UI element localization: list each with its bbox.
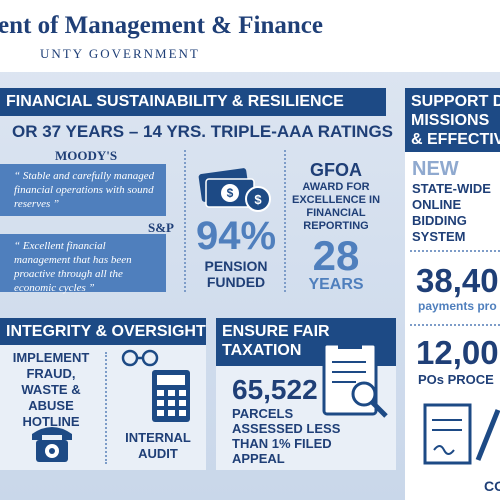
divider — [184, 150, 186, 292]
divider — [410, 250, 500, 252]
document-icon — [423, 403, 500, 465]
section-subtitle: OR 37 YEARS – 14 YRS. TRIPLE-AAA RATINGS — [12, 122, 394, 141]
pos-label: POs PROCE — [418, 372, 494, 387]
audit-text: INTERNAL AUDIT — [125, 430, 191, 461]
section-banner: FINANCIAL SUSTAINABILITY & RESILIENCE — [0, 88, 386, 116]
pension-label: PENSION FUNDED — [204, 258, 268, 290]
pos-value: 12,00 — [416, 334, 499, 371]
gfoa-text: AWARD FOR EXCELLENCE IN FINANCIAL REPORT… — [292, 181, 381, 232]
quote-source: MOODY'S — [55, 148, 118, 163]
phone-icon — [32, 427, 72, 462]
pension-value: 94% — [195, 214, 277, 258]
payments-label: payments pro — [418, 299, 497, 313]
taxation-value: 65,522 — [232, 374, 318, 405]
audit-icon — [121, 349, 190, 422]
divider — [410, 324, 500, 326]
gfoa-title: GFOA — [310, 160, 362, 180]
money-icon: $ $ — [198, 168, 271, 212]
gfoa-value: 28 — [312, 232, 360, 279]
banner-text: ENSURE FAIR TAXATION — [222, 323, 330, 359]
header-subtitle: UNTY GOVERNMENT — [40, 46, 200, 61]
banner-line: MISSIONS — [411, 112, 490, 129]
quote: “ Stable and carefully managed financial… — [0, 164, 166, 216]
quote: “ Excellent financial management that ha… — [0, 234, 166, 294]
taxation-text: PARCELS ASSESSED LESS THAN 1% FILED APPE… — [232, 406, 341, 466]
header-bg — [0, 0, 500, 72]
quote-source: S&P — [148, 220, 174, 235]
clipboard-icon — [322, 340, 388, 418]
hotline-text: IMPLEMENT FRAUD, WASTE & ABUSE HOTLINE — [12, 350, 90, 429]
gfoa-unit: YEARS — [308, 276, 364, 293]
banner-line: SUPPORT D — [411, 93, 500, 110]
section-banner: INTEGRITY & OVERSIGHT — [0, 318, 206, 345]
header-title: ent of Management & Finance — [0, 12, 323, 39]
contracts-label: CO — [484, 478, 500, 494]
divider — [284, 150, 286, 292]
section-banner: ENSURE FAIR TAXATION — [216, 318, 396, 366]
section-banner: SUPPORT D MISSIONS & EFFECTIV — [405, 88, 500, 152]
new-label: NEW — [412, 158, 459, 180]
payments-value: 38,40 — [416, 262, 499, 299]
svg-text:$: $ — [254, 192, 262, 207]
bidding-text: STATE-WIDE ONLINE BIDDING SYSTEM — [412, 181, 491, 244]
divider — [105, 352, 107, 464]
svg-text:$: $ — [227, 186, 234, 200]
banner-line: & EFFECTIV — [411, 131, 500, 148]
